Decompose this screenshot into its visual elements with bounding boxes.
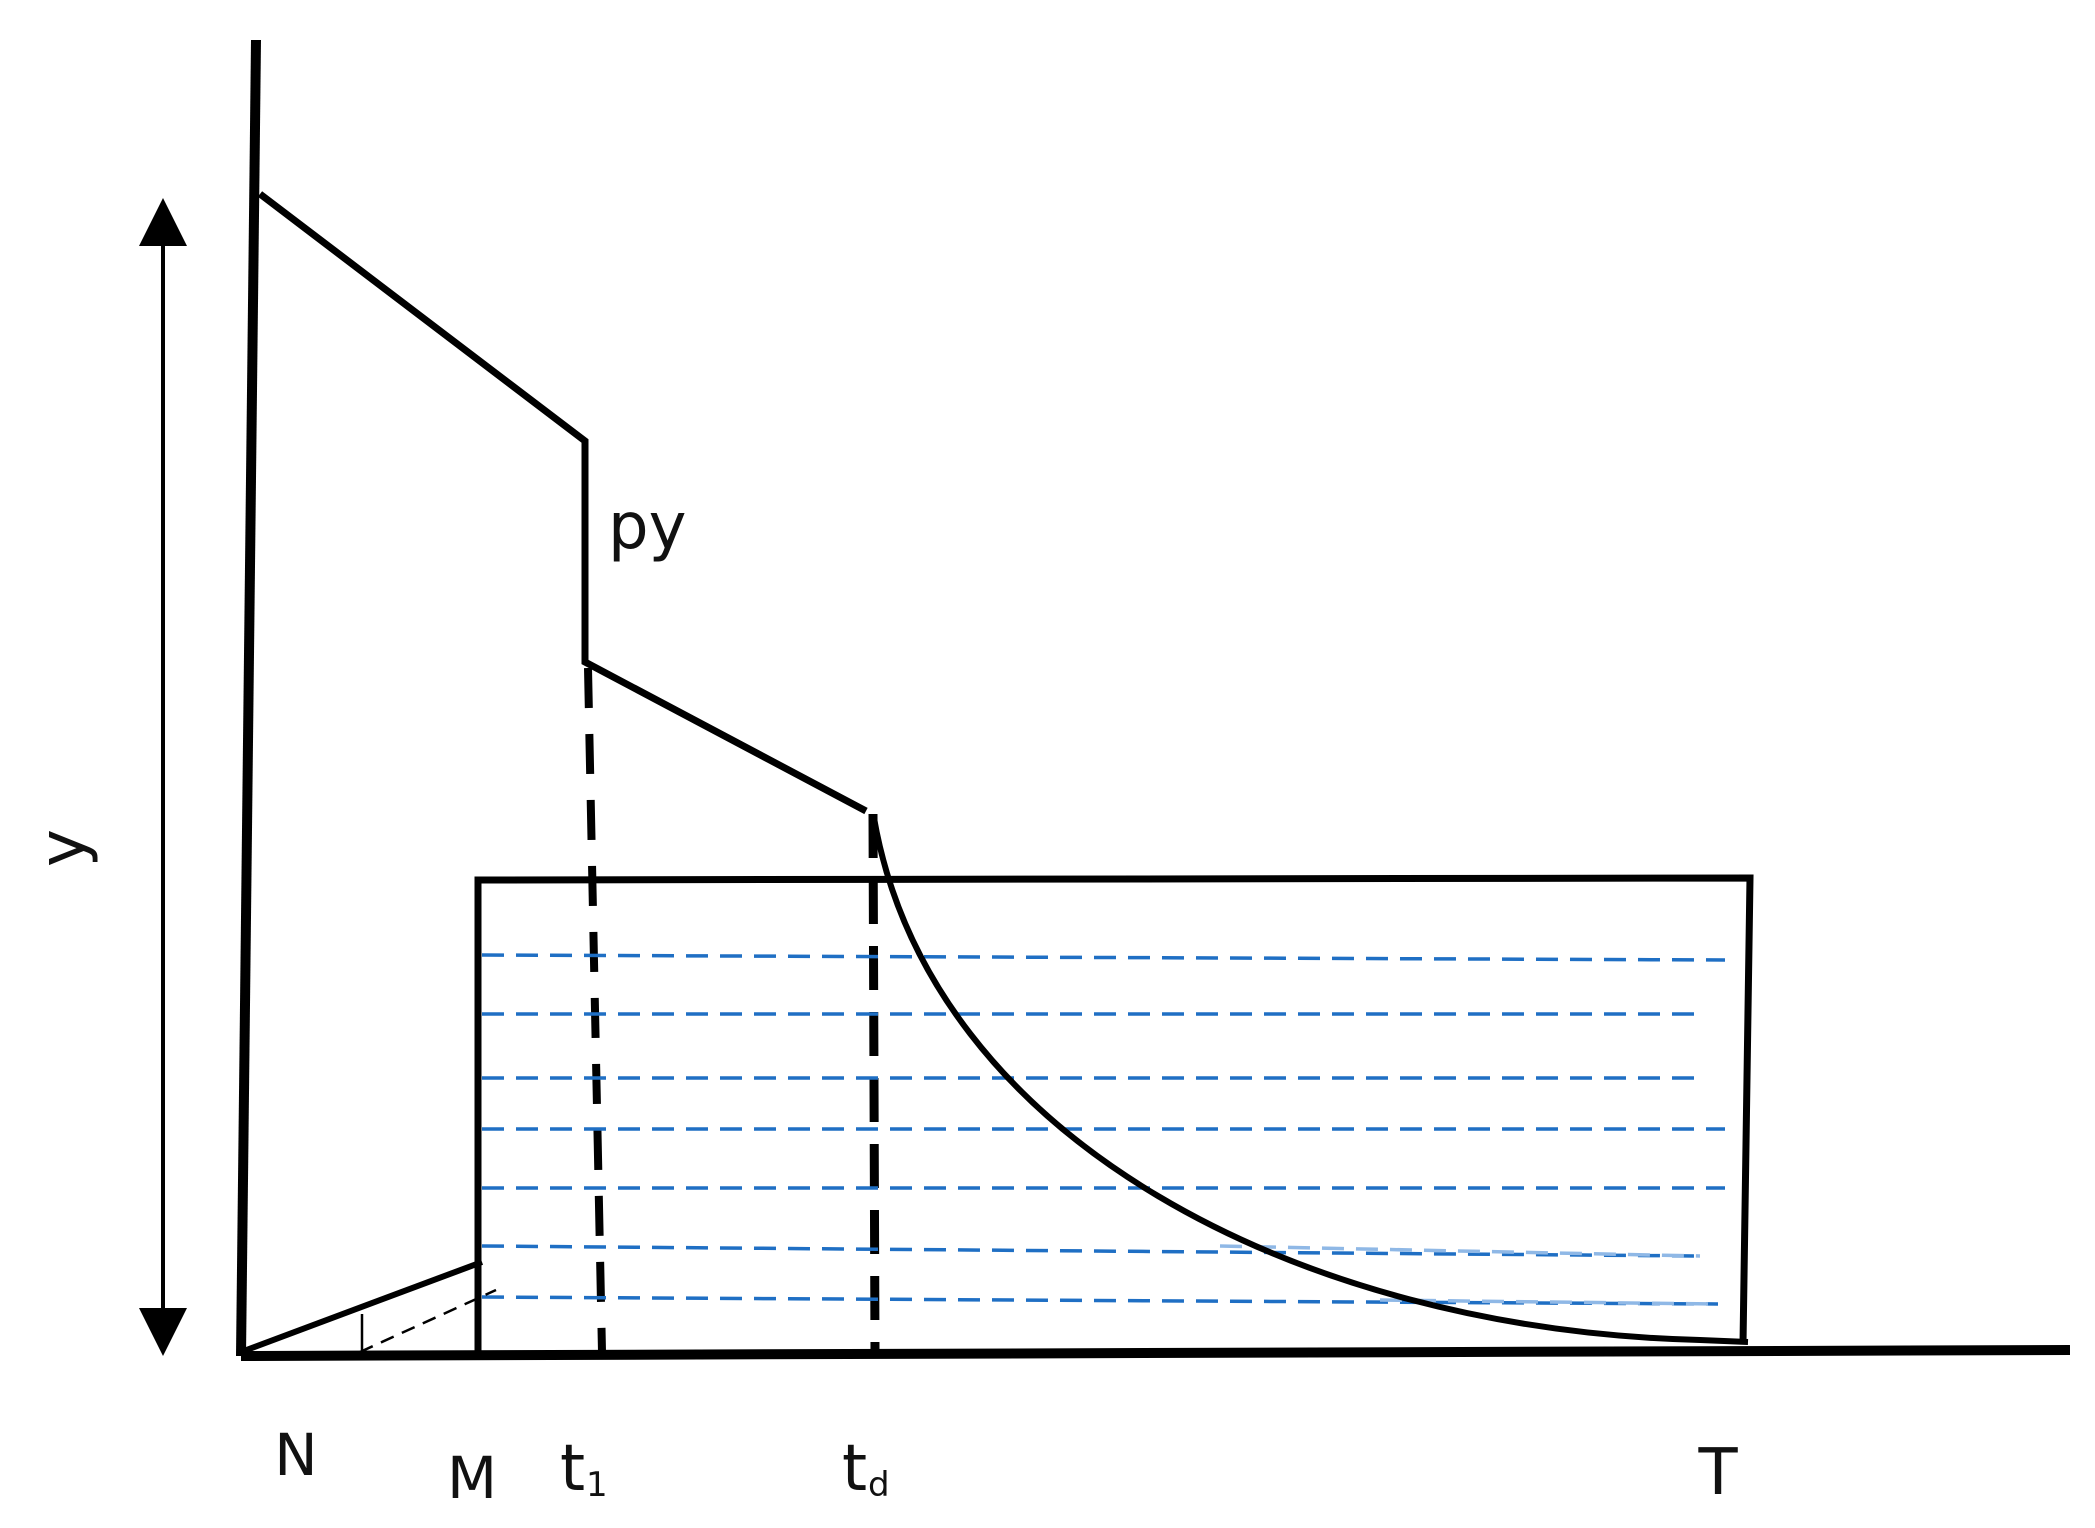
horizontal-axis [240,1345,2071,1361]
svg-text:t: t [842,1432,867,1506]
ramp-line [239,1259,484,1355]
region-rectangle [474,874,1754,1352]
m-label: M [447,1444,497,1512]
profile-upper-line [257,191,868,815]
t1-dashed-marker [584,667,606,1353]
svg-text:1: 1 [586,1465,608,1505]
hatch-lines [481,953,1726,1306]
svg-text:d: d [868,1465,890,1505]
t-end-label: T [1697,1436,1738,1510]
decay-curve [871,817,1749,1345]
py-label: py [608,490,687,564]
n-label: N [274,1421,317,1489]
ramp-dashed-line [359,1288,497,1354]
t1-label: t 1 [560,1432,608,1506]
y-axis-label: y [26,829,100,867]
vertical-axis [236,39,261,1357]
td-dashed-marker [868,813,880,1353]
td-label: t d [842,1432,890,1506]
svg-text:t: t [560,1432,585,1506]
double-headed-arrow-icon [139,198,187,1356]
